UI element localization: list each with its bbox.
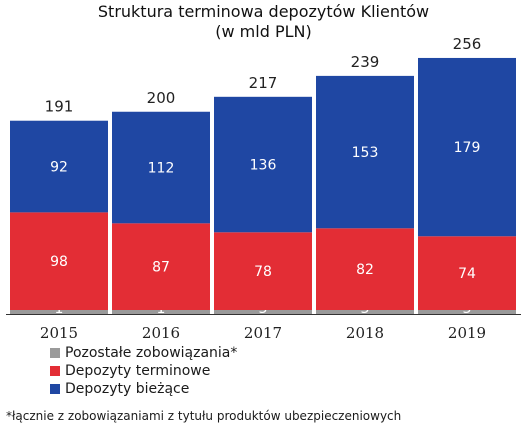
legend-item-other: Pozostałe zobowiązania*	[50, 344, 237, 362]
legend-item-term-deposits: Depozyty terminowe	[50, 362, 237, 380]
bar-segment-2015-2	[10, 120, 108, 213]
bar-segment-2016-2	[112, 111, 210, 224]
legend-label-other: Pozostałe zobowiązania*	[65, 345, 238, 361]
data-label-2017-1: 78	[254, 264, 272, 280]
data-label-2015-1: 98	[50, 254, 68, 270]
total-label-2018: 239	[351, 53, 380, 71]
bar-segment-2015-1	[10, 212, 108, 310]
data-label-2015-2: 92	[50, 160, 68, 176]
bar-segment-2018-2	[316, 75, 414, 229]
legend-swatch-current-deposits	[50, 384, 60, 394]
legend-swatch-other	[50, 348, 60, 358]
data-label-2018-2: 153	[352, 145, 379, 161]
total-label-2019: 256	[453, 35, 482, 53]
bar-segment-2019-0	[418, 310, 516, 314]
total-label-2016: 200	[147, 89, 176, 107]
legend-item-current-deposits: Depozyty bieżące	[50, 380, 237, 398]
chart-subtitle: (w mld PLN)	[215, 22, 312, 41]
bar-segment-2019-2	[418, 57, 516, 237]
footnote: *łącznie z zobowiązaniami z tytułu produ…	[6, 409, 402, 423]
x-tick-label-2018: 2018	[346, 324, 384, 342]
x-tick-label-2019: 2019	[448, 324, 486, 342]
chart-title-line: Struktura terminowa depozytów Klientów	[97, 2, 430, 21]
data-label-2016-2: 112	[148, 161, 175, 177]
bar-segment-2015-0	[10, 310, 108, 314]
data-label-2019-1: 74	[458, 266, 476, 282]
legend-swatch-term-deposits	[50, 366, 60, 376]
legend-label-current-deposits: Depozyty bieżące	[65, 381, 190, 397]
total-label-2017: 217	[249, 74, 278, 92]
data-label-2019-2: 179	[454, 140, 481, 156]
bar-segment-2017-0	[214, 310, 312, 314]
legend: Pozostałe zobowiązania* Depozyty termino…	[50, 344, 237, 398]
chart-title: Struktura terminowa depozytów Klientów (…	[0, 2, 527, 42]
bar-segment-2019-1	[418, 236, 516, 310]
data-label-2018-1: 82	[356, 262, 374, 278]
data-label-2016-1: 87	[152, 260, 170, 276]
bar-segment-2017-2	[214, 96, 312, 233]
bar-segment-2016-0	[112, 310, 210, 314]
x-tick-label-2017: 2017	[244, 324, 282, 342]
x-tick-label-2016: 2016	[142, 324, 180, 342]
legend-label-term-deposits: Depozyty terminowe	[65, 363, 211, 379]
bar-segment-2018-1	[316, 228, 414, 310]
bar-segment-2017-1	[214, 232, 312, 310]
x-tick-label-2015: 2015	[40, 324, 78, 342]
total-label-2015: 191	[45, 98, 74, 116]
bar-segment-2018-0	[316, 310, 414, 314]
bar-segment-2016-1	[112, 223, 210, 310]
data-label-2017-2: 136	[250, 158, 277, 174]
